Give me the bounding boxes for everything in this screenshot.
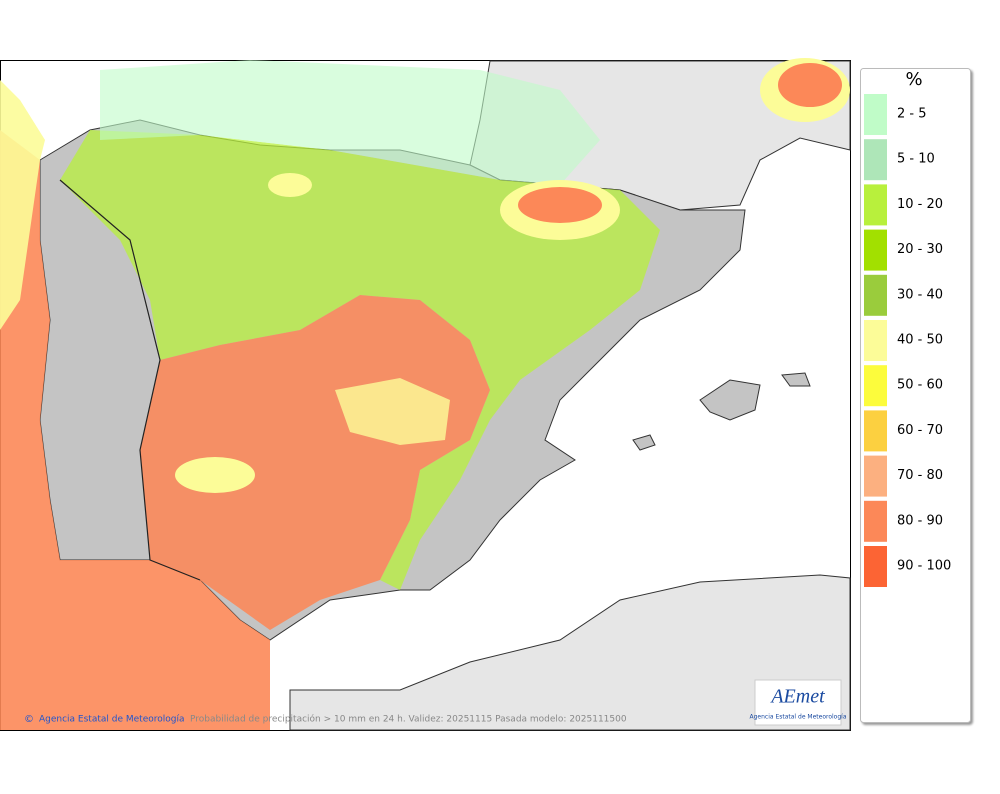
legend-label: 5 - 10: [897, 152, 935, 167]
logo-name: AEmet: [769, 686, 825, 708]
legend-label: 40 - 50: [897, 333, 943, 348]
precip-area: [335, 378, 450, 445]
legend-label: 50 - 60: [897, 378, 943, 393]
legend-label: 60 - 70: [897, 423, 943, 438]
legend-swatch: [864, 139, 887, 181]
copyright-icon: ©: [24, 714, 34, 725]
legend-swatch: [864, 94, 887, 135]
logo-box: [754, 679, 842, 726]
legend-swatch: [864, 455, 887, 497]
precip-area: [268, 173, 312, 197]
legend-box: [860, 68, 971, 723]
island-menorca: [781, 372, 811, 387]
legend-title: %: [905, 69, 922, 90]
legend-label: 90 - 100: [897, 559, 951, 574]
map-caption: Probabilidad de precipitación > 10 mm en…: [190, 714, 627, 725]
legend-label: 10 - 20: [897, 197, 943, 212]
precip-area: [60, 130, 660, 590]
legend-label: 20 - 30: [897, 242, 943, 257]
legend-swatch: [864, 365, 887, 407]
precip-area: [518, 187, 602, 223]
logo-subtitle: Agencia Estatal de Meteorología: [750, 714, 847, 721]
precip-area: [175, 457, 255, 493]
legend-label: 70 - 80: [897, 468, 943, 483]
precip-area: [778, 63, 842, 107]
legend-swatch: [864, 500, 887, 542]
legend-swatch: [864, 320, 887, 361]
legend-label: 30 - 40: [897, 287, 943, 302]
legend-swatch: [864, 229, 887, 271]
land-africa: [289, 574, 851, 731]
country-border: [59, 179, 201, 581]
agency-credit: Agencia Estatal de Meteorología: [39, 715, 185, 725]
legend-label: 2 - 5: [897, 107, 927, 122]
legend-swatch: [864, 410, 887, 452]
precip-area: [140, 295, 490, 630]
island-mallorca: [699, 379, 761, 421]
legend-swatch: [864, 546, 887, 587]
precip-area: [0, 80, 45, 330]
legend-swatch: [864, 274, 887, 316]
legend-swatch: [864, 184, 887, 226]
island-ibiza: [632, 434, 656, 451]
legend-label: 80 - 90: [897, 513, 943, 528]
precip-area: [0, 130, 270, 730]
precip-area: [100, 60, 600, 185]
